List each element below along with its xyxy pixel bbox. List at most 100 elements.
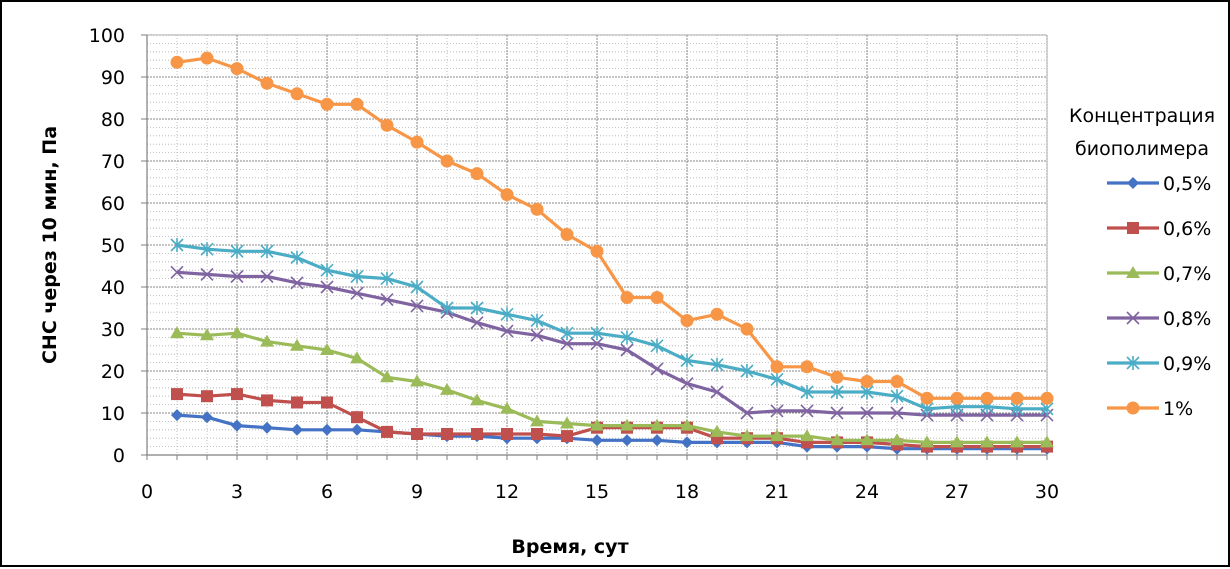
data-point <box>860 433 874 446</box>
data-point <box>500 188 514 202</box>
y-tick-label: 10 <box>101 403 125 425</box>
legend-label: 0,9% <box>1163 353 1211 375</box>
data-point <box>1040 391 1054 405</box>
data-point <box>500 401 514 414</box>
data-point <box>560 337 574 351</box>
data-point <box>380 271 394 286</box>
data-point <box>500 324 514 338</box>
data-point <box>770 372 784 387</box>
data-point <box>590 418 604 431</box>
series-x <box>170 265 1054 422</box>
data-point <box>830 433 844 446</box>
data-point <box>560 326 574 341</box>
data-point <box>351 423 363 436</box>
data-point <box>560 228 574 241</box>
data-point <box>710 357 724 372</box>
data-point <box>710 385 724 399</box>
x-axis-title: Время, сут <box>511 536 628 558</box>
data-point <box>200 267 214 281</box>
y-tick-label: 70 <box>101 151 125 173</box>
legend-marker <box>1126 311 1140 325</box>
data-point <box>620 291 634 304</box>
data-point <box>740 364 754 378</box>
data-point <box>171 388 183 401</box>
series-line <box>176 243 1047 411</box>
data-point <box>170 326 184 339</box>
data-point <box>200 328 214 341</box>
data-point <box>1040 435 1054 448</box>
legend-marker <box>1127 177 1139 189</box>
legend-label: 0,8% <box>1163 308 1211 330</box>
data-point <box>980 435 994 448</box>
data-point <box>171 409 183 422</box>
data-point <box>470 167 484 181</box>
data-point <box>290 276 304 290</box>
x-tick-label: 3 <box>231 481 243 503</box>
data-point <box>980 391 994 405</box>
data-point <box>261 394 273 407</box>
data-point <box>800 385 814 399</box>
data-point <box>350 97 364 111</box>
data-point <box>650 291 664 304</box>
y-tick-label: 50 <box>101 235 125 257</box>
data-point <box>800 360 814 374</box>
data-point <box>531 428 543 440</box>
x-tick-label: 27 <box>945 481 969 503</box>
data-point <box>200 51 214 65</box>
data-point <box>710 307 724 321</box>
data-point <box>740 406 754 420</box>
data-point <box>440 154 454 168</box>
data-point <box>800 429 814 442</box>
x-tick-label: 0 <box>141 481 153 503</box>
data-point <box>200 242 214 257</box>
data-point <box>471 428 483 440</box>
data-point <box>321 396 333 409</box>
data-point <box>560 416 574 429</box>
data-point <box>260 76 274 90</box>
data-point <box>201 390 213 403</box>
x-tick-label: 15 <box>585 481 609 503</box>
data-point <box>950 435 964 448</box>
series-line <box>176 413 1047 451</box>
legend-marker <box>1126 356 1140 370</box>
tick-labels: 0 10 20 30 40 50 60 70 80 90 100 0 3 6 9 12 15 18 21 24 27 30 <box>89 25 1059 503</box>
data-point <box>591 434 603 447</box>
data-point <box>470 316 484 330</box>
y-tick-label: 80 <box>101 109 125 131</box>
data-point <box>500 307 514 322</box>
x-tick-label: 12 <box>495 481 519 503</box>
data-point <box>410 299 424 313</box>
data-point <box>890 375 904 388</box>
data-point <box>530 313 544 328</box>
data-point <box>950 391 964 405</box>
data-point <box>470 393 484 406</box>
y-tick-label: 40 <box>101 277 125 299</box>
legend-label: 0,7% <box>1163 263 1211 285</box>
data-point <box>320 263 334 278</box>
data-point <box>830 385 844 399</box>
data-point <box>260 334 274 347</box>
data-point <box>291 396 303 409</box>
data-point <box>680 314 694 328</box>
data-point <box>410 135 424 149</box>
x-tick-label: 9 <box>411 481 423 503</box>
data-point <box>230 269 244 284</box>
series-layer <box>170 51 1054 455</box>
data-point <box>890 433 904 446</box>
data-point <box>651 434 663 447</box>
x-tick-label: 30 <box>1035 481 1059 503</box>
data-point <box>470 301 484 315</box>
series-circle <box>170 51 1054 405</box>
data-point <box>650 418 664 431</box>
data-point <box>681 436 693 449</box>
data-point <box>260 269 274 284</box>
data-point <box>890 406 904 420</box>
data-point <box>680 418 694 431</box>
data-point <box>261 421 273 434</box>
data-point <box>620 343 634 357</box>
data-point <box>740 429 754 442</box>
y-tick-label: 60 <box>101 193 125 215</box>
data-point <box>501 428 513 440</box>
series-triangle <box>170 326 1054 448</box>
